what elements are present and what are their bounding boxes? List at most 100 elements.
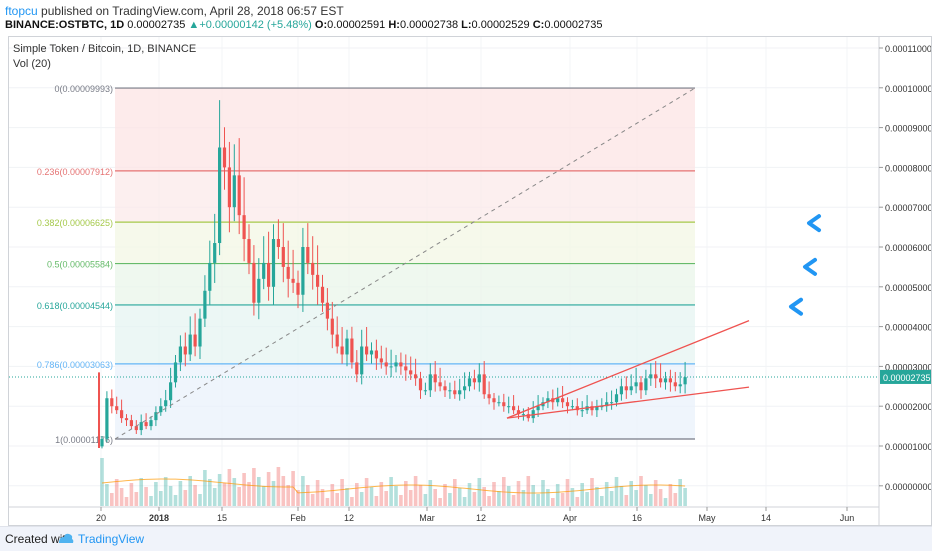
volume-bar: [423, 494, 428, 506]
time-tick-label: 12: [344, 513, 354, 523]
candle-body: [565, 402, 570, 407]
price-chart[interactable]: 0(0.00009993) 0.236(0.00007912) 0.382(0.00…: [9, 37, 931, 525]
candle-body: [619, 386, 623, 395]
candle-body: [286, 266, 290, 279]
publish-info: published on TradingView.com, April 28, …: [41, 4, 344, 18]
chart-legend-title: Simple Token / Bitcoin, 1D, BINANCE: [13, 43, 196, 55]
volume-bar: [658, 489, 663, 506]
volume-bar: [124, 497, 129, 506]
volume-bar: [668, 484, 673, 506]
volume-bar: [168, 486, 173, 506]
candle-body: [423, 390, 427, 392]
candle-body: [428, 374, 432, 391]
candle-body: [487, 394, 491, 399]
volume-bar: [350, 497, 354, 506]
volume-bar: [247, 482, 251, 506]
candle-body: [222, 147, 227, 168]
candle-body: [105, 398, 109, 439]
time-axis[interactable]: 20 2018 15 Feb 12 Mar 12 Apr 16 May 14 Jun: [96, 507, 854, 523]
volume-bar: [154, 482, 158, 506]
candle-body: [453, 390, 457, 395]
price-tick-label: 0.00011000: [885, 44, 931, 54]
chart-header: ftopcu published on TradingView.com, Apr…: [0, 0, 932, 36]
chart-area[interactable]: 0(0.00009993) 0.236(0.00007912) 0.382(0.00…: [8, 36, 932, 526]
up-triangle-icon: ▲: [188, 19, 200, 31]
footer-bar: Created with TradingView: [0, 526, 932, 551]
volume-bar: [673, 493, 678, 506]
candle-body: [409, 370, 413, 375]
candle-body: [663, 378, 668, 383]
volume-bar: [149, 496, 153, 506]
candle-body: [120, 410, 124, 419]
time-tick-label: 2018: [149, 513, 169, 523]
volume-bar: [134, 492, 139, 506]
fib-zone: [115, 222, 695, 264]
volume-bar: [575, 497, 580, 506]
volume-bar: [257, 477, 261, 506]
annotations: [114, 87, 821, 440]
volume-bar: [105, 484, 109, 506]
fib-lines: 0(0.00009993) 0.236(0.00007912) 0.382(0.00…: [9, 84, 879, 445]
candle-body: [267, 262, 271, 287]
created-with-label: Created with: [5, 532, 73, 546]
volume-bar: [663, 498, 668, 506]
volume-bar: [639, 476, 643, 506]
volume-bar: [399, 495, 403, 506]
price-tick-label: 0.00006000: [885, 243, 931, 253]
volume-legend: Vol (20): [13, 58, 51, 70]
time-tick-label: 20: [96, 513, 106, 523]
open-value: 0.00002591: [327, 19, 386, 31]
price-tick-label: 0.00007000: [885, 203, 931, 213]
volume-bar: [114, 479, 119, 506]
fib-zone: [115, 88, 695, 171]
volume-bar: [531, 485, 535, 506]
volume-bar: [369, 487, 374, 506]
candle-body: [580, 410, 584, 412]
volume-bar: [624, 495, 629, 506]
candle-body: [472, 378, 476, 383]
volume-bar: [619, 486, 624, 506]
candle-body: [482, 374, 486, 395]
volume-bar: [433, 489, 437, 506]
volume-bar: [418, 485, 423, 506]
candle-body: [521, 414, 525, 416]
volume-bar: [614, 477, 619, 506]
volume-bar: [536, 494, 540, 506]
time-tick-label: Apr: [563, 513, 577, 523]
volume-bar: [340, 479, 344, 506]
candle-body: [389, 366, 393, 368]
candle-body: [546, 398, 550, 403]
volume-bar: [217, 474, 222, 506]
fib-zones: [115, 88, 695, 439]
author-link[interactable]: ftopcu: [5, 4, 38, 18]
candle-body: [149, 420, 153, 427]
candle-body: [649, 374, 653, 379]
volume-bar: [546, 489, 550, 506]
volume-bar: [129, 483, 134, 506]
fib-level-label: 1(0.00001176): [55, 435, 113, 445]
volume-bar: [355, 483, 359, 506]
volume-bar: [281, 476, 286, 506]
volume-bar: [555, 484, 560, 506]
candle-body: [360, 346, 364, 375]
volume-bar: [394, 486, 398, 506]
candles: [98, 100, 687, 449]
candle-body: [144, 422, 148, 427]
volume-bar: [428, 480, 433, 506]
candle-body: [345, 338, 349, 355]
candle-body: [178, 346, 182, 363]
candle-body: [605, 402, 609, 407]
tradingview-brand-link[interactable]: TradingView: [78, 532, 145, 546]
high-value: 0.00002738: [399, 19, 459, 31]
close-value: 0.00002735: [544, 19, 603, 31]
candle-body: [644, 378, 648, 391]
volume-bar: [159, 491, 163, 506]
fib-level-label: 0.5(0.00005584): [47, 260, 113, 270]
price-axis[interactable]: 0.00011000 0.00010000 0.00009000 0.00008000…: [879, 44, 931, 492]
candle-body: [193, 334, 197, 347]
volume-bar: [139, 478, 143, 506]
candle-body: [311, 262, 315, 275]
candle-body: [384, 362, 388, 367]
volume-bar: [600, 496, 604, 506]
low-label: L:: [461, 19, 472, 31]
